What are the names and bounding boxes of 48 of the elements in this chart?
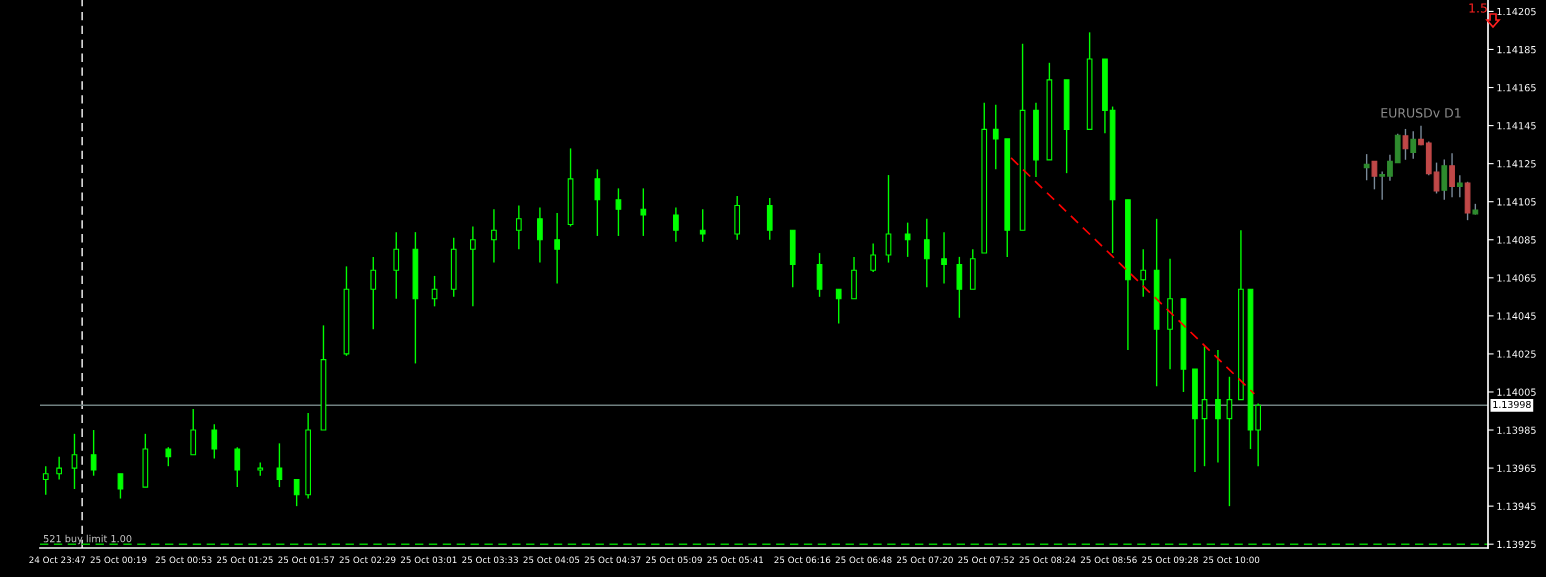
y-tick-label: 1.14065 [1497, 274, 1536, 282]
y-tick-label: 1.14165 [1497, 84, 1536, 92]
x-tick-label: 25 Oct 10:00 [1203, 556, 1260, 564]
x-tick-label: 25 Oct 01:57 [278, 556, 335, 564]
x-tick-label: 25 Oct 04:05 [523, 556, 580, 564]
y-tick-label: 1.14085 [1497, 236, 1536, 244]
candlestick [1379, 170, 1386, 201]
x-tick-label: 25 Oct 08:56 [1080, 556, 1137, 564]
candlestick [1402, 128, 1409, 161]
y-tick-label: 1.14105 [1497, 198, 1536, 206]
y-tick-label: 1.14045 [1497, 312, 1536, 320]
x-tick-label: 25 Oct 02:29 [339, 556, 396, 564]
annotation: 1.5 [1469, 3, 1487, 13]
x-tick-label: 25 Oct 03:33 [462, 556, 518, 564]
candlestick [1387, 154, 1393, 182]
x-tick-label: 24 Oct 23:47 [29, 556, 86, 564]
x-tick-label: 25 Oct 06:48 [835, 556, 892, 564]
x-tick-label: 25 Oct 00:53 [155, 556, 212, 564]
x-tick-label: 25 Oct 08:24 [1019, 556, 1076, 564]
x-tick-label: 25 Oct 05:09 [646, 556, 702, 564]
y-tick-label: 1.13925 [1497, 540, 1536, 549]
x-tick-label: 25 Oct 09:28 [1142, 556, 1198, 564]
x-tick-label: 25 Oct 00:19 [90, 556, 147, 564]
x-tick-label: 25 Oct 05:41 [707, 556, 763, 564]
x-tick-label: 25 Oct 03:01 [400, 556, 457, 564]
y-tick-label: 1.14185 [1497, 45, 1536, 54]
y-tick-label: 1.13945 [1497, 502, 1536, 510]
x-tick-label: 25 Oct 07:20 [897, 556, 953, 564]
candlestick [1363, 153, 1370, 181]
chart-title: EURUSDv D1 [1381, 108, 1461, 118]
y-tick-label: 1.14005 [1497, 388, 1536, 396]
candlestick [1449, 152, 1455, 198]
candlestick [1371, 160, 1378, 191]
candlestick [1410, 130, 1417, 160]
ref-line-label: 521 buy limit 1.00 [43, 534, 132, 545]
x-tick-label: 25 Oct 06:16 [774, 556, 831, 564]
y-tick-label: 1.13965 [1497, 464, 1536, 472]
y-tick-label: 1.13985 [1497, 426, 1536, 434]
candlestick [1433, 161, 1440, 195]
x-tick-label: 25 Oct 04:37 [584, 556, 641, 564]
y-tick-label: 1.14125 [1497, 160, 1536, 168]
y-tick-label: 1.14025 [1497, 350, 1536, 358]
ref-line-label: 1.13998 [1493, 400, 1531, 409]
x-tick-label: 25 Oct 07:52 [958, 556, 1014, 564]
x-tick-label: 25 Oct 01:25 [217, 556, 273, 564]
candlestick [1456, 174, 1463, 198]
y-tick-label: 1.14205 [1497, 7, 1536, 16]
y-tick-label: 1.14145 [1497, 122, 1536, 130]
